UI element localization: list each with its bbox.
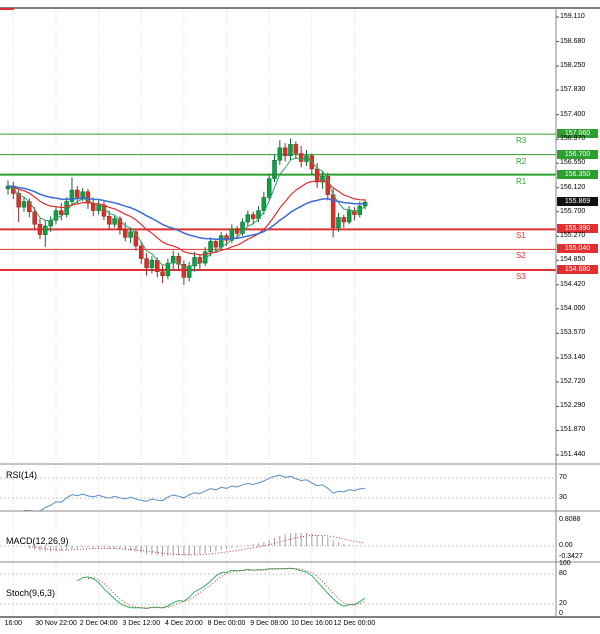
price-level-badge: 157.060	[557, 129, 598, 139]
time-axis-label[interactable]: 2 Dec 04:00	[79, 620, 118, 627]
price-axis-tick: 154.420	[560, 280, 586, 288]
time-axis-label[interactable]: 10 Dec 16:00	[290, 620, 333, 627]
stoch-axis-tick: 80	[559, 570, 567, 577]
support-resistance-lines	[0, 133, 556, 271]
price-axis-tick: 152.290	[560, 402, 586, 410]
rsi-axis-tick: 30	[559, 494, 567, 501]
price-level-badge: 156.700	[557, 149, 598, 159]
macd-indicator-label: MACD(12,26,9)	[6, 536, 69, 546]
price-axis-tick: 153.140	[560, 353, 586, 361]
stoch-axis-tick: 100	[559, 560, 571, 567]
macd-axis-tick: 0.8088	[559, 515, 581, 523]
price-level-badge: 154.680	[557, 264, 598, 274]
chart-frame	[0, 7, 600, 618]
price-axis-tick: 158.250	[560, 62, 586, 70]
price-axis-tick: 155.700	[560, 207, 586, 215]
level-label-s3: S3	[516, 271, 526, 281]
price-level-badge: 156.350	[557, 169, 598, 179]
price-axis-tick: 156.120	[560, 183, 586, 191]
price-axis-tick: 157.830	[560, 86, 586, 94]
current-price-badge: 155.869	[557, 197, 598, 207]
level-label-r3: R3	[516, 136, 527, 146]
level-label-s2: S2	[516, 251, 526, 261]
price-axis-tick: 151.440	[560, 451, 586, 458]
stoch-axis-tick: 20	[559, 600, 567, 607]
price-level-badge: 155.040	[557, 244, 598, 254]
macd-axis-tick: -0.3427	[559, 553, 583, 561]
price-axis-tick: 157.400	[560, 110, 586, 118]
price-axis-tick: 156.550	[560, 159, 586, 167]
price-axis-tick: 154.000	[560, 304, 586, 312]
price-level-badge: 155.390	[557, 224, 598, 234]
time-axis-label[interactable]: 30 Nov 22:00	[35, 620, 77, 627]
level-label-r1: R1	[516, 176, 527, 186]
level-label-r2: R2	[516, 156, 527, 166]
price-axis-tick: 155.270	[560, 232, 586, 240]
time-axis-label[interactable]: 12 Dec 00:00	[333, 620, 376, 627]
time-axis-label[interactable]: 3 Dec 12:00	[122, 620, 161, 627]
level-label-s1: S1	[516, 231, 526, 241]
stoch-indicator-label: Stoch(9,6,3)	[6, 588, 56, 598]
macd-axis-tick: 0.00	[559, 542, 573, 549]
time-axis-label[interactable]: 16:00	[4, 620, 23, 627]
time-axis-label[interactable]: 9 Dec 08:00	[250, 620, 289, 627]
price-axis-tick: 158.680	[560, 37, 586, 45]
price-axis-tick: 159.110	[560, 13, 585, 20]
price-axis-tick: 156.970	[560, 135, 586, 143]
time-axis-label[interactable]: 4 Dec 20:00	[165, 620, 203, 627]
time-axis-label[interactable]: 8 Dec 00:00	[207, 620, 246, 627]
rsi-axis-tick: 70	[559, 474, 567, 481]
price-axis-tick: 153.570	[560, 329, 586, 337]
candles-layer	[5, 138, 368, 285]
price-axis-tick: 151.870	[560, 426, 586, 434]
stoch-axis-tick: 0	[559, 610, 563, 617]
grid-layer	[0, 8, 556, 617]
indicator-curves	[23, 474, 366, 610]
rsi-indicator-label: RSI(14)	[6, 470, 38, 480]
price-axis-tick: 152.720	[560, 377, 586, 385]
price-axis-tick: 154.850	[560, 256, 586, 264]
moving-average-lines	[7, 157, 366, 269]
